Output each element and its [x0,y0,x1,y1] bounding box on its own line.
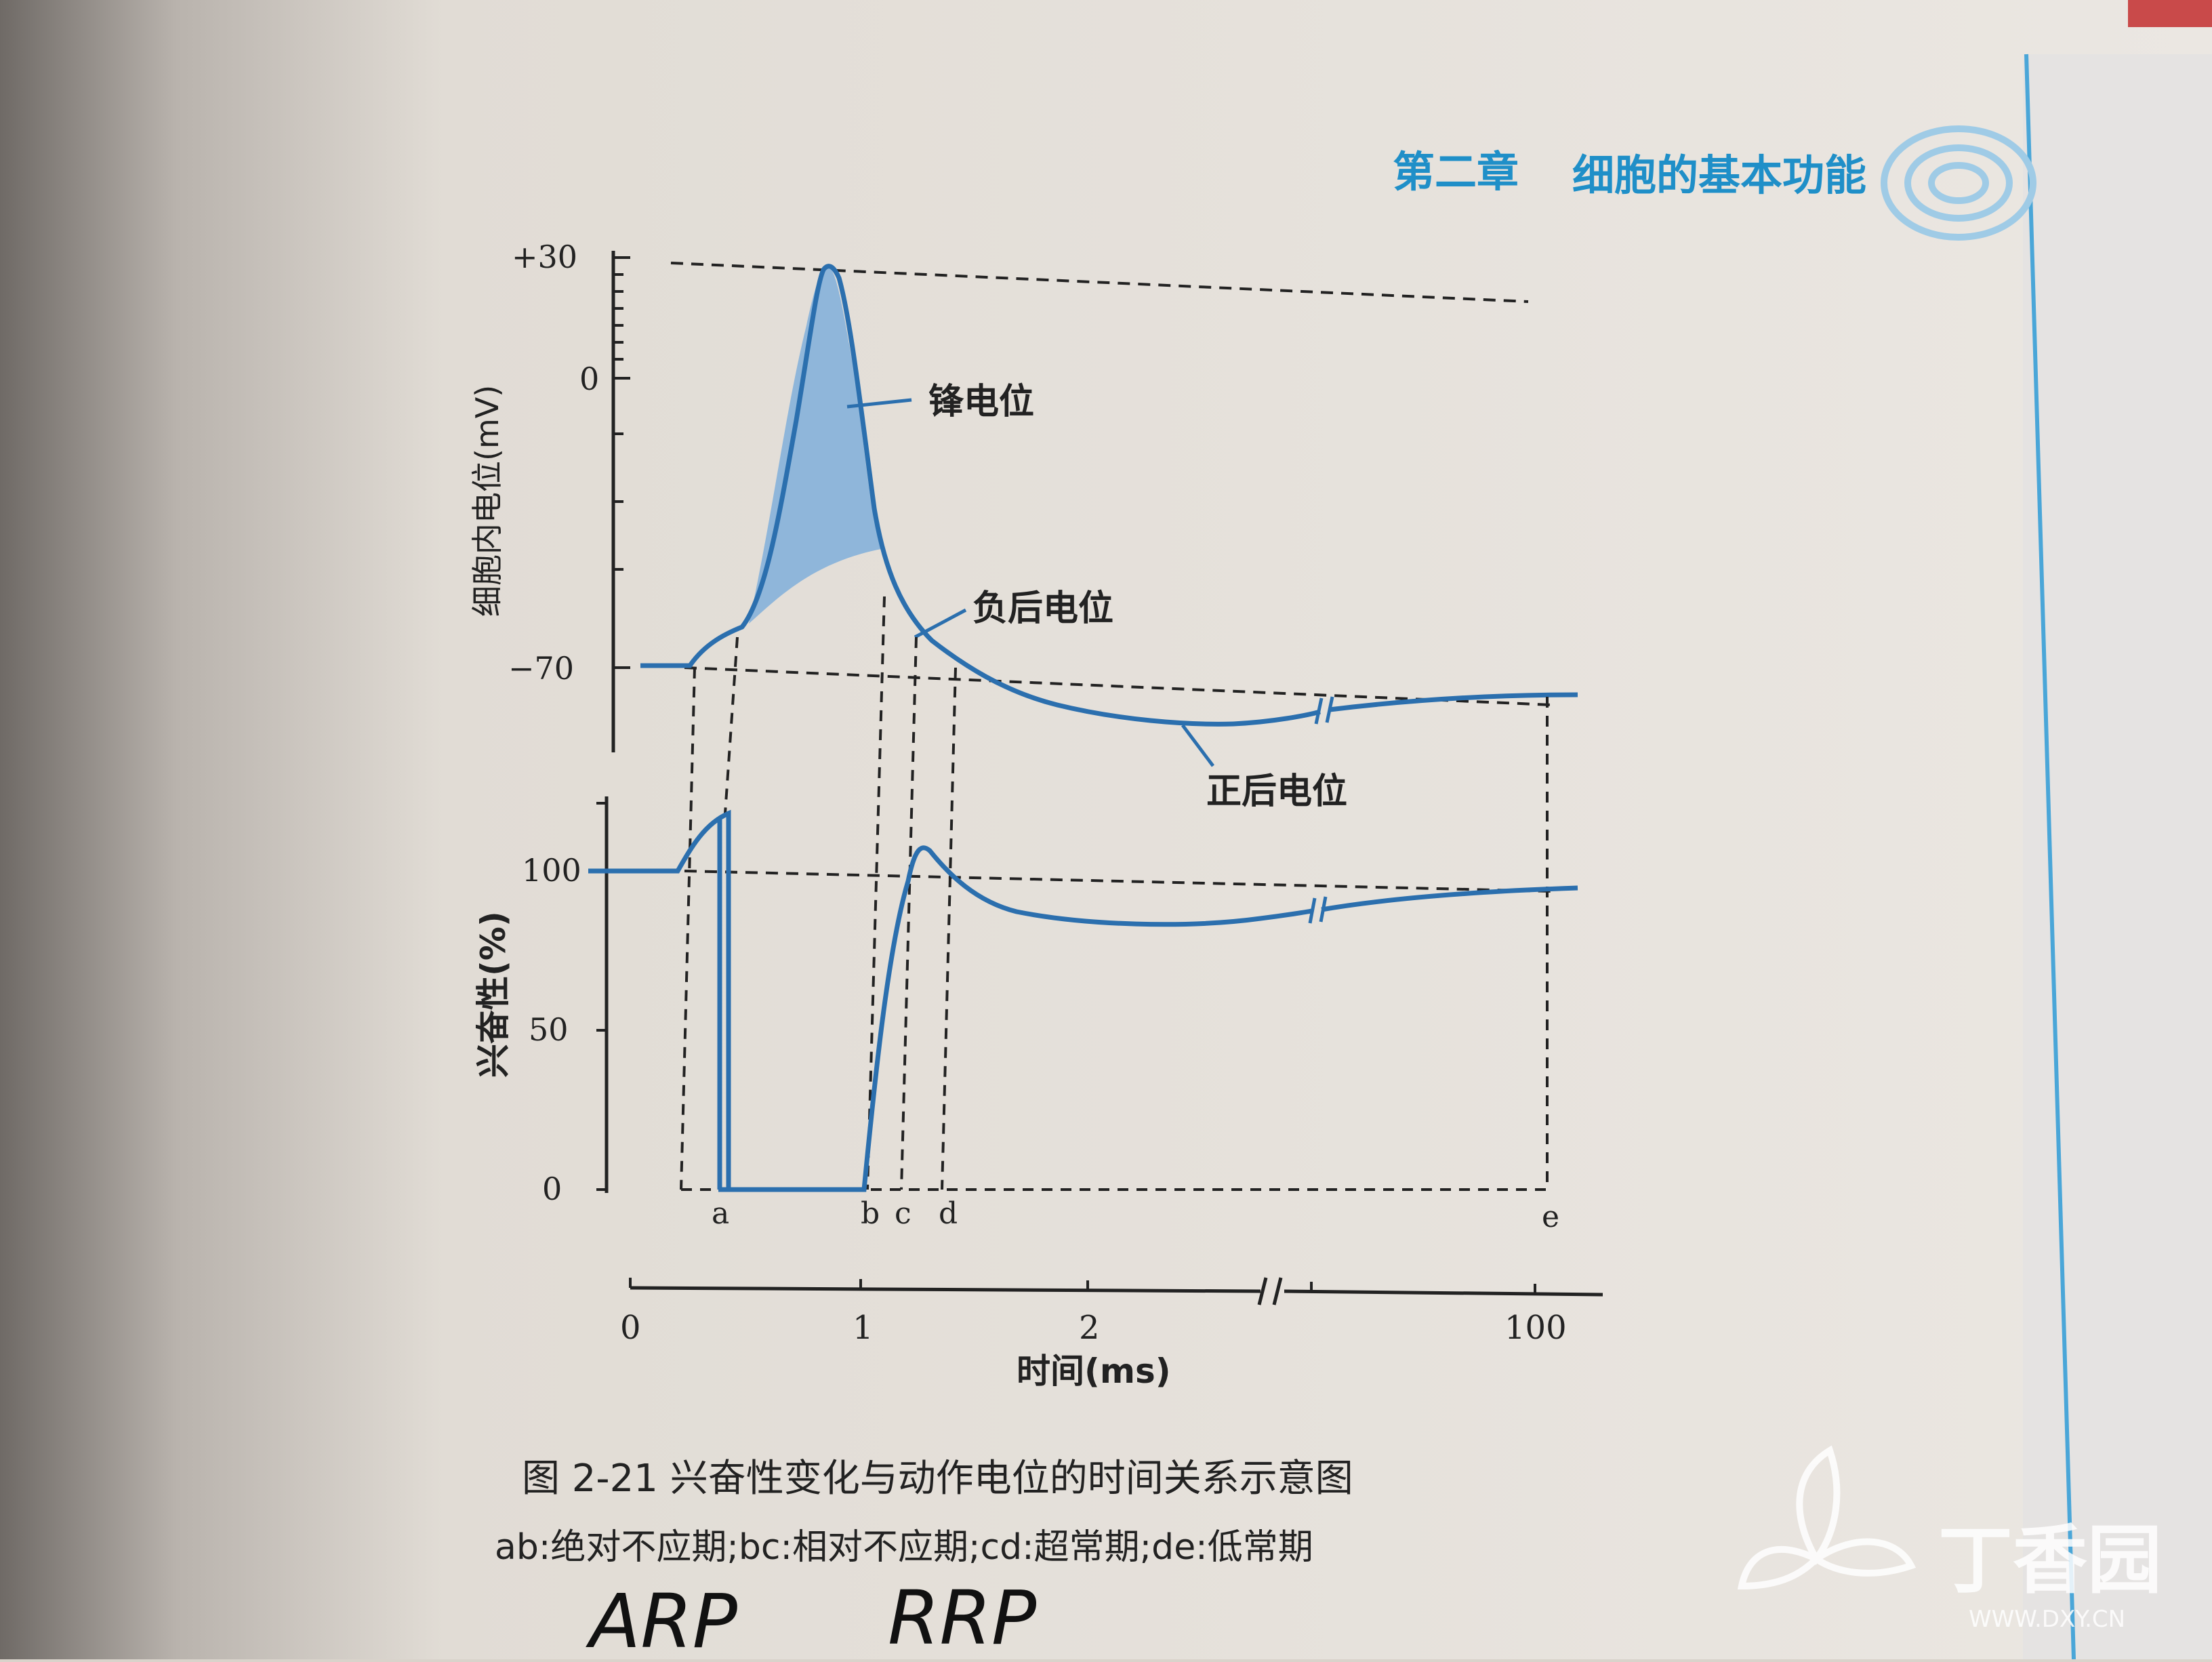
bottom-ytick-100: 100 [522,852,581,889]
excitability-curve [588,809,1578,1192]
time-tick-0: 0 [620,1309,641,1347]
marker-d: d [939,1196,958,1231]
peak-reference-line [670,262,1529,303]
top-y-axis-ticks [613,256,630,669]
time-axis-label: 时间(ms) [1017,1352,1171,1391]
action-potential-curve [640,264,1578,727]
chapter-label: 第二章 [1393,147,1519,197]
time-axis-line [630,1286,1603,1297]
marker-c: c [895,1196,912,1231]
figure-caption-legend: ab:绝对不应期;bc:相对不应期;cd:超常期;de:低常期 [495,1527,1313,1568]
membrane-potential-chart: +30 0 −70 细胞内电位(mV) 锋电位 负后电位 正后电位 [469,239,1578,812]
chapter-title: 细胞的基本功能 [1572,150,1866,200]
dxy-watermark: 丁香园 WWW.DXY.CN [1737,1445,2162,1633]
spike-shaded-area [749,265,881,624]
bottom-ytick-50: 50 [529,1011,569,1048]
time-axis-ticks [629,1278,1536,1294]
figure-caption-title: 图 2-21 兴奋性变化与动作电位的时间关系示意图 [522,1457,1353,1501]
resting-reference-line [684,666,1553,706]
positive-after-callout-line [1181,724,1214,767]
time-tick-1: 1 [853,1309,874,1347]
top-ytick-0: 0 [579,361,599,397]
spike-callout-line [846,398,912,409]
page-right-margin [2023,54,2212,1659]
spike-label: 锋电位 [928,382,1034,422]
bottom-y-axis-label: 兴奋性(%) [474,911,513,1078]
top-axis-break-icon [1314,696,1334,725]
top-y-axis-label: 细胞内电位(mV) [469,385,506,617]
marker-a: a [712,1196,729,1231]
excitability-chart: 100 50 0 兴奋性(%) a b c d e [474,596,1578,1234]
negative-after-callout-line [914,608,967,639]
time-tick-100: 100 [1504,1309,1567,1347]
marker-e: e [1542,1200,1559,1234]
top-ytick-plus30: +30 [512,239,577,275]
top-ytick-minus70: −70 [508,650,574,687]
flower-logo-icon [1737,1445,1917,1590]
watermark-url: WWW.DXY.CN [1969,1606,2125,1633]
positive-after-potential-label: 正后电位 [1206,771,1347,812]
time-axis: 0 1 2 100 时间(ms) [620,1277,1603,1391]
chapter-number-ornament [1881,125,2036,241]
phase-connector-lines [680,596,1549,1191]
bottom-ytick-0: 0 [542,1171,562,1207]
handwritten-arp: ARP [586,1578,738,1659]
time-axis-break-icon [1257,1277,1283,1305]
time-tick-2: 2 [1079,1309,1100,1347]
negative-after-potential-label: 负后电位 [972,588,1113,629]
red-tab [2128,0,2212,27]
baseline-100-dashed [684,870,1553,893]
margin-blue-line [2024,54,2076,1660]
handwritten-rrp: RRP [888,1575,1037,1659]
watermark-brand: 丁香园 [1938,1517,2162,1604]
bottom-axis-break-icon [1308,896,1328,924]
marker-b: b [861,1196,880,1231]
